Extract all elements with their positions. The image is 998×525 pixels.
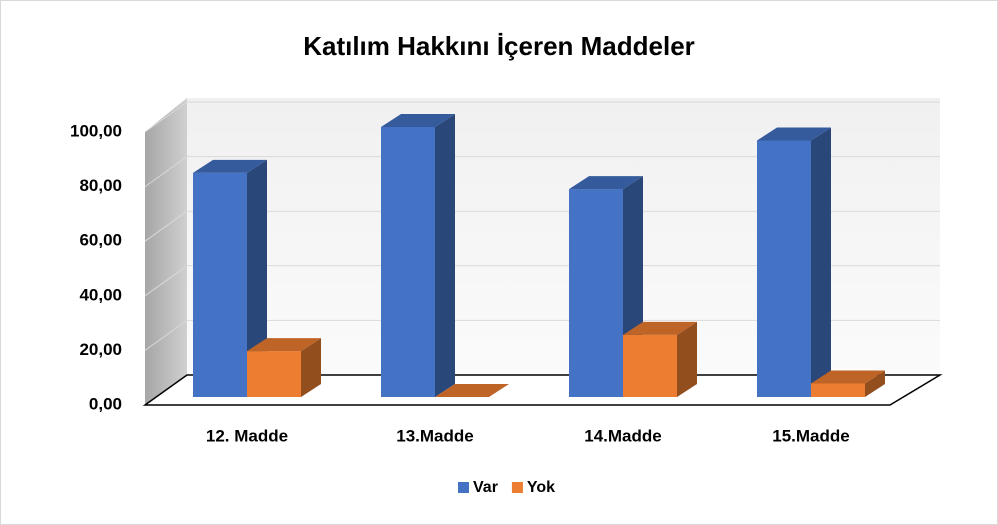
y-tick-label: 80,00 [79, 176, 122, 195]
bar-top [381, 114, 455, 127]
bar [623, 334, 677, 397]
bar-top [623, 321, 697, 335]
floor [142, 374, 943, 406]
bar-top [435, 384, 509, 397]
bar [193, 172, 247, 397]
x-tick-label: 15.Madde [772, 426, 849, 445]
bar-top [247, 338, 321, 352]
bar [247, 351, 301, 397]
chart-title: Katılım Hakkını İçeren Maddeler [303, 31, 695, 61]
bar-top [569, 176, 643, 190]
grid-line [144, 265, 188, 297]
grid-line [144, 156, 188, 188]
bar [811, 383, 865, 397]
bar [757, 140, 811, 397]
bar-side [247, 159, 267, 397]
bar-side [301, 338, 321, 397]
bar-side [677, 321, 697, 397]
bar-top [193, 159, 267, 173]
x-tick-label: 14.Madde [584, 426, 661, 445]
y-tick-label: 100,00 [70, 121, 122, 140]
grid-line [144, 319, 188, 351]
legend-label: Yok [527, 479, 555, 496]
legend-swatch [458, 482, 469, 493]
side-wall [145, 98, 187, 405]
grid-line [144, 210, 188, 242]
bar-top [757, 127, 831, 141]
x-tick-label: 12. Madde [206, 426, 288, 445]
y-tick-label: 40,00 [79, 285, 122, 304]
legend-label: Var [473, 479, 498, 496]
legend-swatch [511, 482, 523, 493]
bar [381, 127, 435, 397]
bar-side [435, 114, 455, 397]
y-tick-label: 0,00 [89, 394, 122, 413]
y-tick-label: 60,00 [79, 231, 122, 250]
y-tick-label: 20,00 [79, 340, 122, 359]
grid-line [144, 101, 188, 133]
bar [569, 189, 623, 397]
bar-top [811, 370, 885, 384]
bar-side [865, 370, 885, 397]
bar-side [811, 127, 831, 397]
x-tick-label: 13.Madde [396, 426, 473, 445]
